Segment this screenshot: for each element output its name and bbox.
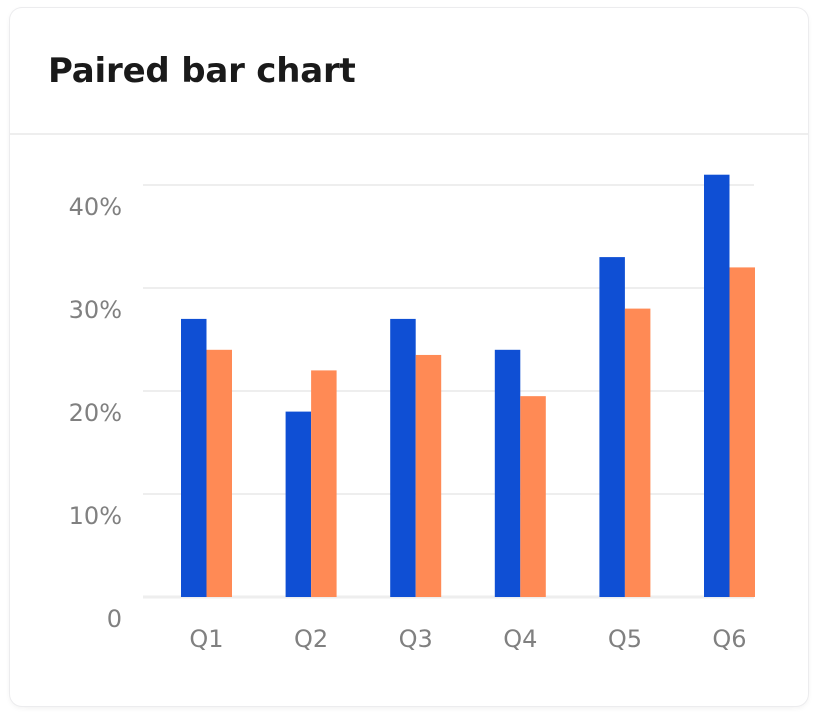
bar-series-b-q5 bbox=[624, 308, 651, 597]
chart-title: Paired bar chart bbox=[48, 51, 356, 91]
card-header: Paired bar chart bbox=[10, 8, 808, 135]
x-tick-label: Q4 bbox=[503, 625, 537, 653]
bar-series-a-q2 bbox=[285, 411, 312, 597]
bar-series-a-q5 bbox=[599, 257, 625, 597]
bars bbox=[181, 174, 755, 597]
y-tick-label: 30% bbox=[69, 296, 122, 324]
y-tick-label: 0 bbox=[107, 605, 122, 633]
x-tick-label: Q5 bbox=[608, 625, 642, 653]
bar-series-b-q2 bbox=[311, 370, 337, 597]
y-tick-label: 20% bbox=[69, 399, 122, 427]
x-axis-tick-labels: Q1 Q2 Q3 Q4 Q5 Q6 bbox=[189, 625, 746, 653]
x-tick-label: Q6 bbox=[712, 625, 746, 653]
bar-series-b-q4 bbox=[520, 396, 546, 597]
bar-series-a-q4 bbox=[494, 349, 521, 597]
bar-series-b-q6 bbox=[729, 267, 755, 597]
y-axis-tick-labels: 0 10% 20% 30% 40% bbox=[69, 193, 122, 633]
x-tick-label: Q2 bbox=[294, 625, 328, 653]
gridlines bbox=[143, 184, 754, 599]
x-tick-label: Q1 bbox=[189, 625, 223, 653]
bar-series-a-q3 bbox=[390, 318, 416, 597]
bar-series-b-q1 bbox=[206, 349, 232, 597]
y-tick-label: 10% bbox=[69, 502, 122, 530]
bar-series-b-q3 bbox=[415, 354, 442, 597]
bar-series-a-q6 bbox=[704, 174, 730, 597]
bar-series-a-q1 bbox=[181, 318, 207, 597]
y-tick-label: 40% bbox=[69, 193, 122, 221]
x-tick-label: Q3 bbox=[399, 625, 433, 653]
